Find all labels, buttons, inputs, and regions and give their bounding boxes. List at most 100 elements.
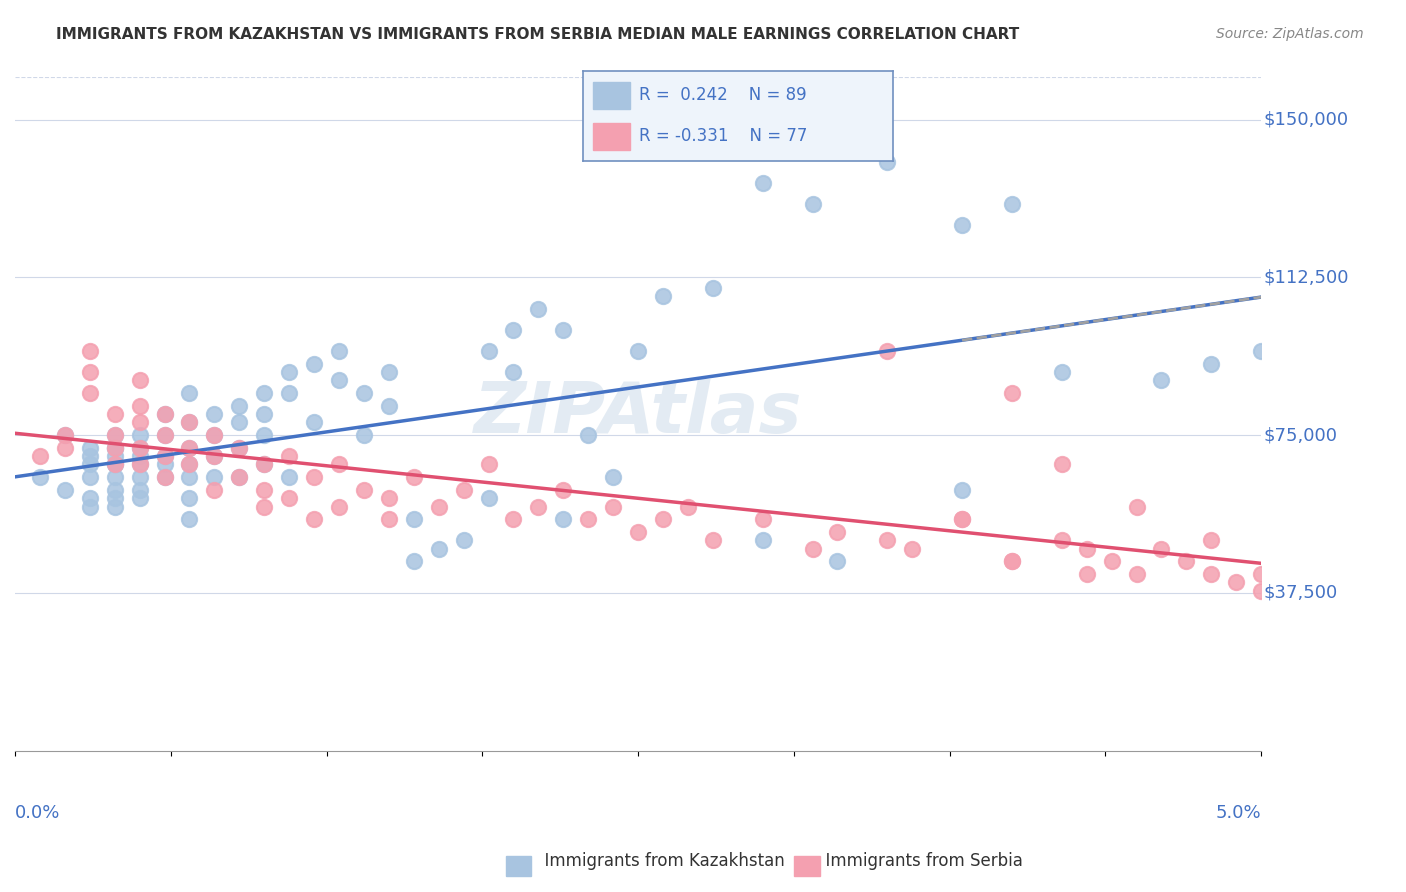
Point [253, 458, 276, 472]
Point [104, 428, 127, 442]
Point [502, 365, 524, 379]
Point [128, 428, 150, 442]
Point [53, 428, 76, 442]
Point [79, 500, 101, 514]
Point [179, 386, 201, 401]
Point [104, 449, 127, 463]
Point [502, 323, 524, 337]
Point [602, 500, 624, 514]
Point [477, 458, 499, 472]
Point [104, 407, 127, 421]
Point [179, 512, 201, 526]
Point [179, 491, 201, 505]
Point [950, 512, 973, 526]
Point [228, 470, 250, 484]
Point [527, 500, 550, 514]
Point [253, 458, 276, 472]
Point [353, 483, 375, 497]
Point [328, 458, 350, 472]
Point [827, 524, 849, 539]
FancyBboxPatch shape [593, 82, 630, 109]
Point [827, 554, 849, 568]
Point [228, 470, 250, 484]
Point [278, 365, 301, 379]
Point [1076, 566, 1098, 581]
Point [576, 428, 599, 442]
Point [128, 449, 150, 463]
Point [202, 483, 225, 497]
Point [876, 154, 898, 169]
Point [1250, 566, 1272, 581]
Point [153, 428, 176, 442]
Point [1001, 386, 1024, 401]
Point [179, 441, 201, 455]
Point [202, 470, 225, 484]
Point [253, 428, 276, 442]
Point [527, 301, 550, 316]
Point [1001, 554, 1024, 568]
Point [1250, 343, 1272, 358]
Point [128, 441, 150, 455]
Point [179, 416, 201, 430]
Point [79, 343, 101, 358]
Point [950, 218, 973, 232]
Point [302, 512, 325, 526]
Point [202, 449, 225, 463]
Point [128, 483, 150, 497]
Point [1225, 575, 1247, 590]
Point [1175, 554, 1198, 568]
Point [79, 386, 101, 401]
Text: $75,000: $75,000 [1264, 426, 1337, 444]
Text: Source: ZipAtlas.com: Source: ZipAtlas.com [1216, 27, 1364, 41]
Point [402, 554, 425, 568]
Point [153, 407, 176, 421]
Point [153, 449, 176, 463]
Point [202, 407, 225, 421]
Point [128, 373, 150, 387]
Point [378, 365, 401, 379]
Point [702, 533, 724, 548]
Point [104, 441, 127, 455]
Point [328, 500, 350, 514]
Point [153, 449, 176, 463]
Text: Immigrants from Kazakhstan: Immigrants from Kazakhstan [534, 852, 785, 870]
Point [104, 458, 127, 472]
Point [652, 512, 675, 526]
Point [128, 441, 150, 455]
Point [477, 491, 499, 505]
Point [378, 491, 401, 505]
Point [179, 441, 201, 455]
Point [202, 449, 225, 463]
Point [53, 428, 76, 442]
Point [751, 176, 773, 190]
Point [128, 470, 150, 484]
Point [128, 458, 150, 472]
Point [1050, 533, 1073, 548]
Point [153, 407, 176, 421]
Text: R =  0.242    N = 89: R = 0.242 N = 89 [640, 87, 807, 104]
Point [950, 483, 973, 497]
Point [228, 416, 250, 430]
Point [876, 533, 898, 548]
Point [876, 343, 898, 358]
Point [1076, 541, 1098, 556]
Point [378, 399, 401, 413]
Point [28, 470, 51, 484]
Point [28, 449, 51, 463]
Point [179, 458, 201, 472]
Point [278, 491, 301, 505]
Point [228, 441, 250, 455]
Point [801, 541, 824, 556]
Point [104, 428, 127, 442]
Point [901, 541, 924, 556]
Point [278, 449, 301, 463]
Point [1001, 196, 1024, 211]
Point [253, 386, 276, 401]
Point [402, 512, 425, 526]
Point [751, 533, 773, 548]
Point [302, 470, 325, 484]
Text: 5.0%: 5.0% [1216, 805, 1261, 822]
Point [676, 500, 699, 514]
Point [79, 365, 101, 379]
Point [79, 458, 101, 472]
